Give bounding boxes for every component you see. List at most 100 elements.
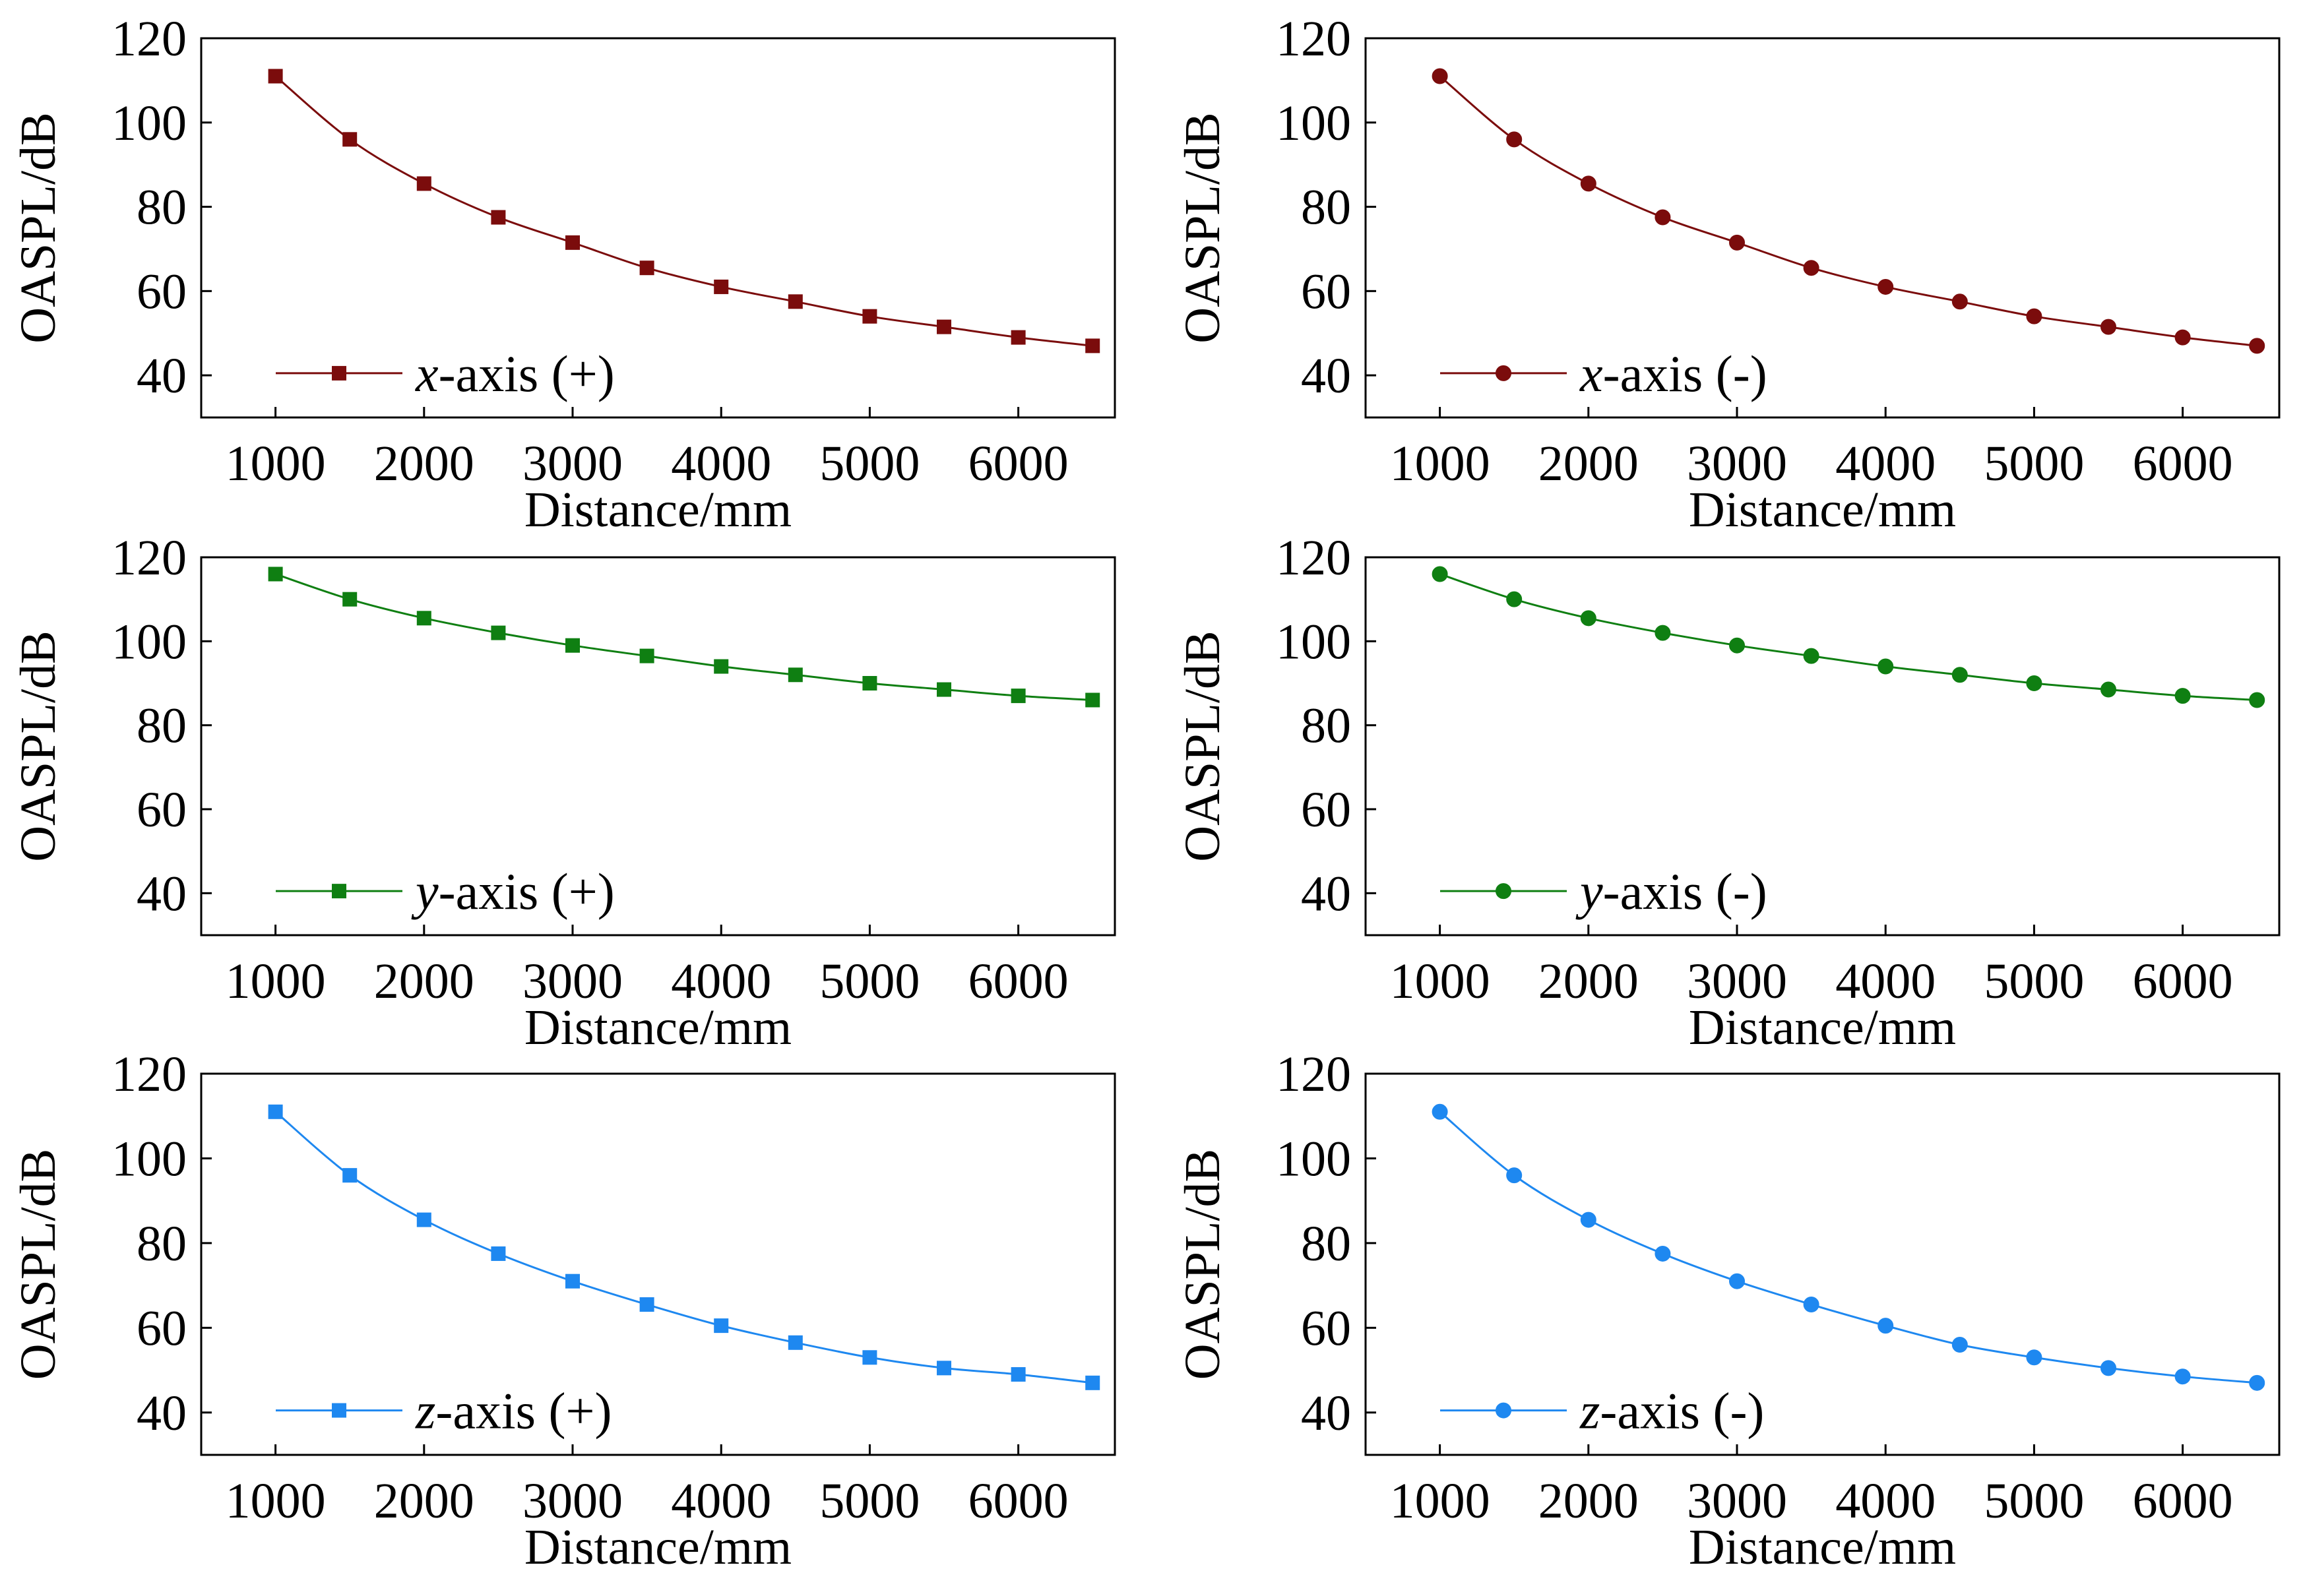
x-tick-label: 1000 bbox=[226, 436, 326, 491]
x-tick-label: 3000 bbox=[1687, 1473, 1787, 1529]
y-tick-label: 80 bbox=[1301, 180, 1351, 235]
data-point bbox=[1580, 175, 1596, 192]
x-tick-label: 3000 bbox=[1687, 954, 1787, 1009]
x-axis-title: Distance/mm bbox=[524, 1519, 792, 1575]
data-point bbox=[788, 1335, 803, 1350]
data-point bbox=[416, 176, 431, 191]
x-tick-label: 6000 bbox=[968, 1473, 1069, 1529]
x-tick-label: 6000 bbox=[2133, 954, 2233, 1009]
series-line bbox=[274, 1111, 1093, 1384]
data-point bbox=[1803, 1297, 1819, 1313]
x-tick-label: 4000 bbox=[1835, 436, 1936, 491]
data-point bbox=[2026, 1349, 2042, 1366]
data-point bbox=[1729, 637, 1746, 654]
y-tick-label: 40 bbox=[1301, 348, 1351, 404]
data-point bbox=[342, 592, 358, 607]
data-point bbox=[2026, 308, 2042, 324]
data-point bbox=[1951, 667, 1968, 683]
data-point bbox=[1506, 1167, 1523, 1184]
y-tick-label: 100 bbox=[111, 614, 187, 669]
x-axis-title: Distance/mm bbox=[524, 482, 792, 537]
x-axis-title: Distance/mm bbox=[1689, 482, 1956, 537]
panel-z-axis: 40 60 80 100 120 1000 2000 3000 4000 5000 6000 Dist… bbox=[11, 1047, 1116, 1575]
x-tick-label: 3000 bbox=[522, 954, 623, 1009]
data-point bbox=[1432, 1103, 1448, 1120]
plot-frame bbox=[1364, 1072, 2281, 1456]
data-point bbox=[268, 567, 283, 582]
legend-marker bbox=[332, 884, 346, 899]
series-line bbox=[1439, 573, 2257, 701]
x-tick-label: 3000 bbox=[1687, 436, 1787, 491]
x-tick-label: 6000 bbox=[2133, 436, 2233, 491]
data-point bbox=[1085, 1375, 1100, 1390]
x-axis-title: Distance/mm bbox=[1689, 1000, 1956, 1055]
y-tick-label: 80 bbox=[1301, 698, 1351, 754]
y-tick-label: 100 bbox=[1276, 614, 1351, 669]
x-tick-label: 5000 bbox=[1984, 954, 2084, 1009]
data-point bbox=[1506, 131, 1523, 148]
data-point bbox=[937, 1361, 952, 1376]
y-tick-label: 100 bbox=[111, 1131, 187, 1186]
x-tick-label: 1000 bbox=[1390, 954, 1490, 1009]
legend-label: y-axis (+) bbox=[411, 863, 615, 920]
data-point bbox=[1506, 591, 1523, 607]
y-tick-label: 120 bbox=[1276, 11, 1351, 67]
legend-marker bbox=[332, 1403, 346, 1418]
data-point bbox=[1655, 625, 1671, 641]
y-axis-title: OASPL/dB bbox=[1175, 1149, 1230, 1380]
y-tick-label: 40 bbox=[137, 866, 187, 921]
data-point bbox=[1877, 278, 1894, 295]
data-point bbox=[1011, 1366, 1026, 1382]
y-tick-label: 120 bbox=[1276, 1047, 1351, 1102]
data-point bbox=[1085, 338, 1100, 353]
y-tick-label: 80 bbox=[137, 698, 187, 754]
data-point bbox=[1803, 260, 1819, 276]
data-point bbox=[2100, 319, 2117, 335]
legend-label: z-axis (-) bbox=[1579, 1382, 1764, 1440]
legend-label: y-axis (-) bbox=[1575, 863, 1767, 920]
legend-axis-letter: y bbox=[1575, 863, 1603, 920]
data-point bbox=[2174, 329, 2191, 346]
y-tick-label: 120 bbox=[111, 1047, 187, 1102]
data-point bbox=[1432, 68, 1448, 84]
data-point bbox=[1729, 1273, 1746, 1289]
data-point bbox=[2174, 688, 2191, 704]
data-point bbox=[565, 638, 581, 653]
data-point bbox=[788, 667, 803, 683]
x-tick-label: 5000 bbox=[819, 436, 920, 491]
x-tick-label: 1000 bbox=[226, 954, 326, 1009]
y-tick-label: 80 bbox=[137, 1216, 187, 1272]
data-point bbox=[2249, 338, 2265, 354]
x-tick-label: 2000 bbox=[1538, 436, 1639, 491]
y-tick-label: 40 bbox=[137, 1386, 187, 1441]
legend-marker bbox=[1496, 883, 1511, 900]
x-tick-label: 5000 bbox=[1984, 1473, 2084, 1529]
x-tick-label: 5000 bbox=[1984, 436, 2084, 491]
data-point bbox=[1580, 1212, 1596, 1228]
legend-marker bbox=[332, 365, 346, 381]
data-point bbox=[342, 1168, 358, 1183]
legend-axis-text: -axis (-) bbox=[1603, 863, 1767, 920]
data-point bbox=[1951, 1337, 1968, 1353]
panel-y-axis: 40 60 80 100 120 1000 2000 3000 4000 5000 6000 Dist… bbox=[11, 530, 1116, 1055]
x-tick-label: 6000 bbox=[968, 436, 1069, 491]
y-axis-title: OASPL/dB bbox=[1175, 630, 1230, 862]
y-tick-label: 60 bbox=[137, 782, 187, 838]
panel-x-axis: 40 60 80 100 120 1000 2000 3000 4000 5000 6000 Dist… bbox=[11, 11, 1116, 537]
data-point bbox=[1877, 1318, 1894, 1334]
y-tick-label: 60 bbox=[1301, 264, 1351, 319]
plot-frame bbox=[200, 1072, 1116, 1456]
data-point bbox=[1432, 566, 1448, 582]
panel-z-axis: 40 60 80 100 120 1000 2000 3000 4000 5000 6000 Dist… bbox=[1175, 1047, 2281, 1575]
y-tick-label: 100 bbox=[111, 96, 187, 151]
data-point bbox=[714, 659, 729, 674]
data-point bbox=[1877, 658, 1894, 675]
data-point bbox=[1803, 648, 1819, 664]
data-point bbox=[862, 309, 877, 324]
legend-axis-letter: x bbox=[1579, 345, 1603, 402]
x-tick-label: 3000 bbox=[522, 436, 623, 491]
legend-label: x-axis (+) bbox=[415, 345, 615, 402]
y-tick-label: 40 bbox=[137, 348, 187, 404]
y-tick-label: 60 bbox=[137, 1301, 187, 1356]
x-tick-label: 4000 bbox=[1835, 1473, 1936, 1529]
